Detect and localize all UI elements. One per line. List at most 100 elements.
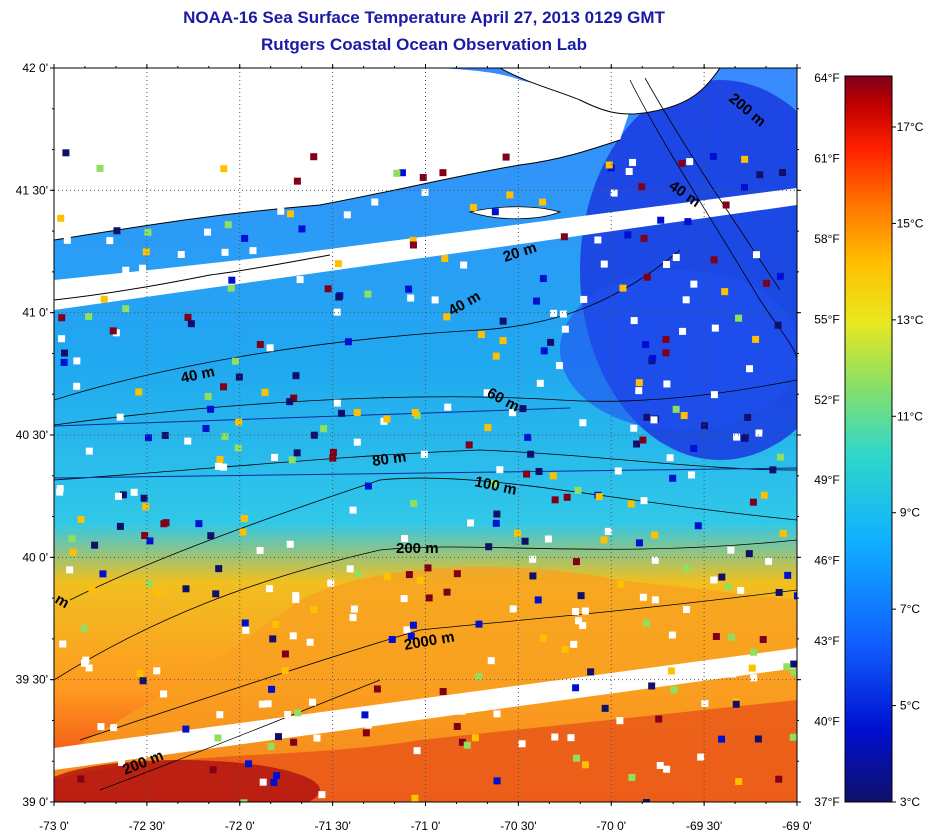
- noise-pixel: [409, 236, 417, 244]
- noise-pixel: [160, 690, 168, 698]
- noise-pixel: [737, 586, 745, 594]
- noise-pixel: [59, 640, 67, 648]
- noise-pixel: [492, 352, 500, 360]
- noise-pixel: [539, 275, 547, 283]
- noise-pixel: [605, 161, 613, 169]
- noise-pixel: [401, 535, 409, 543]
- noise-pixel: [192, 176, 200, 184]
- noise-pixel: [793, 592, 797, 600]
- noise-pixel: [688, 471, 696, 479]
- noise-pixel: [750, 648, 758, 656]
- noise-pixel: [241, 619, 249, 627]
- noise-pixel: [144, 434, 152, 442]
- noise-pixel: [783, 663, 791, 671]
- noise-pixel: [744, 413, 752, 421]
- noise-pixel: [627, 500, 635, 508]
- noise-pixel: [306, 638, 314, 646]
- noise-pixel: [502, 153, 510, 161]
- noise-pixel: [579, 419, 587, 427]
- noise-pixel: [77, 515, 85, 523]
- noise-pixel: [754, 735, 762, 743]
- noise-pixel: [56, 485, 64, 493]
- noise-pixel: [410, 500, 418, 508]
- noise-pixel: [56, 488, 64, 496]
- noise-pixel: [453, 722, 461, 730]
- noise-pixel: [277, 207, 285, 215]
- noise-pixel: [320, 425, 328, 433]
- noise-pixel: [409, 621, 417, 629]
- noise-pixel: [540, 347, 548, 355]
- lon-tick-label: -71 30': [314, 819, 350, 833]
- noise-pixel: [527, 450, 535, 458]
- noise-pixel: [656, 761, 664, 769]
- noise-pixel: [570, 640, 578, 648]
- noise-pixel: [555, 362, 563, 370]
- map-subtitle: Rutgers Coastal Ocean Observation Lab: [261, 35, 587, 54]
- noise-pixel: [214, 462, 222, 470]
- noise-pixel: [274, 733, 282, 741]
- noise-pixel: [789, 733, 797, 741]
- noise-pixel: [269, 635, 277, 643]
- noise-pixel: [790, 660, 797, 668]
- noise-pixel: [80, 659, 88, 667]
- noise-pixel: [775, 589, 783, 597]
- noise-pixel: [298, 225, 306, 233]
- noise-pixel: [635, 387, 643, 395]
- noise-pixel: [204, 392, 212, 400]
- noise-pixel: [700, 422, 708, 430]
- noise-pixel: [690, 280, 698, 288]
- noise-pixel: [710, 256, 718, 264]
- noise-pixel: [748, 664, 756, 672]
- noise-pixel: [684, 218, 692, 226]
- noise-pixel: [506, 191, 514, 199]
- noise-pixel: [310, 153, 318, 161]
- noise-pixel: [616, 717, 624, 725]
- noise-pixel: [587, 668, 595, 676]
- noise-pixel: [519, 405, 527, 413]
- noise-pixel: [99, 570, 107, 578]
- noise-pixel: [268, 685, 276, 693]
- noise-pixel: [110, 724, 118, 732]
- noise-pixel: [221, 433, 229, 441]
- noise-pixel: [80, 625, 88, 633]
- noise-pixel: [69, 548, 77, 556]
- lat-tick-label: 40 30': [16, 428, 48, 442]
- noise-pixel: [261, 388, 269, 396]
- noise-pixel: [292, 596, 300, 604]
- noise-pixel: [752, 251, 760, 259]
- noise-pixel: [155, 589, 163, 597]
- noise-pixel: [776, 272, 784, 280]
- noise-pixel: [601, 704, 609, 712]
- noise-pixel: [529, 572, 537, 580]
- noise-pixel: [774, 321, 782, 329]
- noise-pixel: [755, 429, 763, 437]
- noise-pixel: [718, 735, 726, 743]
- noise-pixel: [518, 740, 526, 748]
- noise-pixel: [88, 586, 96, 594]
- noise-pixel: [662, 335, 670, 343]
- noise-pixel: [343, 211, 351, 219]
- noise-pixel: [68, 535, 76, 543]
- noise-pixel: [130, 488, 138, 496]
- lat-tick-label: 41 30': [16, 183, 48, 197]
- noise-pixel: [697, 753, 705, 761]
- lon-tick-label: -70 0': [596, 819, 626, 833]
- noise-pixel: [66, 566, 74, 574]
- noise-pixel: [216, 456, 224, 464]
- fahrenheit-tick-label: 55°F: [814, 312, 839, 326]
- noise-pixel: [643, 413, 651, 421]
- noise-pixel: [330, 192, 338, 200]
- noise-pixel: [398, 169, 406, 177]
- noise-pixel: [227, 284, 235, 292]
- noise-pixel: [63, 236, 71, 244]
- noise-pixel: [492, 519, 500, 527]
- noise-pixel: [544, 535, 552, 543]
- noise-pixel: [207, 405, 215, 413]
- noise-pixel: [364, 721, 372, 729]
- noise-pixel: [122, 305, 130, 313]
- noise-pixel: [177, 250, 185, 258]
- noise-pixel: [256, 195, 264, 203]
- noise-pixel: [662, 349, 670, 357]
- noise-pixel: [735, 314, 743, 322]
